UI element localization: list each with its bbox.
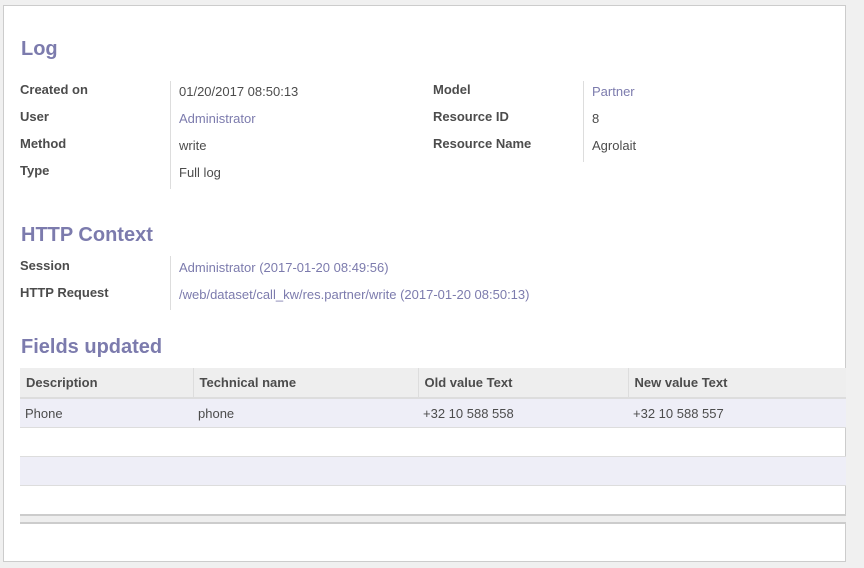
log-title: Log — [21, 38, 58, 60]
http-request-link[interactable]: /web/dataset/call_kw/res.partner/write (… — [179, 287, 530, 302]
user-label: User — [20, 109, 49, 124]
model-label: Model — [433, 82, 471, 97]
empty-row — [20, 427, 846, 457]
table-row[interactable]: Phone phone +32 10 588 558 +32 10 588 55… — [20, 398, 846, 428]
resource-name-value: Agrolait — [592, 138, 637, 153]
table-footer — [20, 514, 846, 524]
cell-description: Phone — [20, 398, 193, 428]
column-header-old-value[interactable]: Old value Text — [417, 368, 628, 399]
user-link[interactable]: Administrator — [179, 111, 256, 126]
type-value: Full log — [179, 165, 221, 180]
empty-row — [20, 456, 846, 486]
separator — [170, 81, 171, 189]
model-link[interactable]: Partner — [592, 84, 635, 99]
separator — [583, 81, 584, 162]
created-on-value: 01/20/2017 08:50:13 — [179, 84, 299, 99]
separator — [170, 256, 171, 310]
form-sheet: Log Created on 01/20/2017 08:50:13 User … — [3, 5, 846, 562]
cell-old-value: +32 10 588 558 — [418, 398, 628, 428]
session-label: Session — [20, 258, 70, 273]
method-value: write — [179, 138, 207, 153]
http-request-label: HTTP Request — [20, 285, 109, 300]
cell-new-value: +32 10 588 557 — [628, 398, 846, 428]
column-header-technical-name[interactable]: Technical name — [192, 368, 418, 399]
column-header-description[interactable]: Description — [20, 368, 193, 399]
cell-technical-name: phone — [193, 398, 418, 428]
resource-id-label: Resource ID — [433, 109, 509, 124]
created-on-label: Created on — [20, 82, 88, 97]
column-header-new-value[interactable]: New value Text — [627, 368, 846, 399]
resource-name-label: Resource Name — [433, 136, 532, 151]
resource-id-value: 8 — [592, 111, 600, 126]
empty-row — [20, 486, 846, 516]
session-link[interactable]: Administrator (2017-01-20 08:49:56) — [179, 260, 389, 275]
type-label: Type — [20, 163, 50, 178]
method-label: Method — [20, 136, 67, 151]
fields-updated-title: Fields updated — [21, 336, 163, 358]
http-context-title: HTTP Context — [21, 224, 153, 246]
fields-table: Description Technical name Old value Tex… — [20, 368, 846, 524]
